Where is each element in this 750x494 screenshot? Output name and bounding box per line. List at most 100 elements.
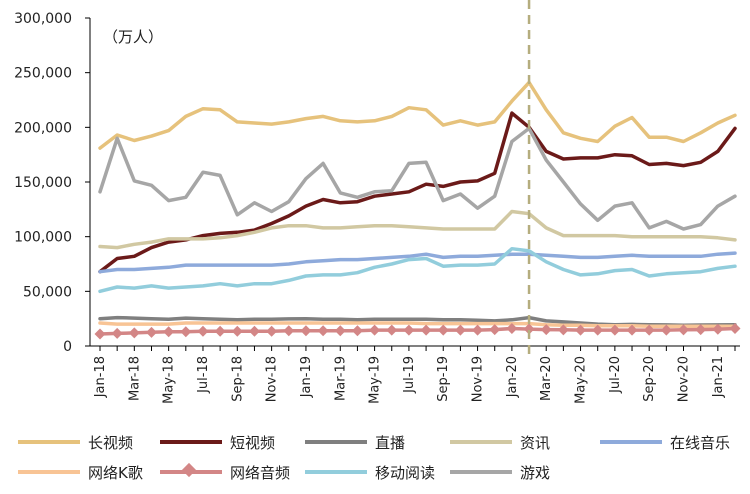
x-tick-label: Mar-19 bbox=[333, 356, 348, 401]
x-tick-label: Sep-20 bbox=[642, 356, 657, 402]
series-marker-6 bbox=[643, 324, 655, 336]
series-marker-6 bbox=[540, 324, 552, 336]
series-marker-6 bbox=[300, 325, 312, 337]
series-marker-6 bbox=[128, 327, 140, 339]
series-marker-6 bbox=[214, 325, 226, 337]
x-tick-label: Jul-18 bbox=[196, 356, 211, 394]
legend-label: 短视频 bbox=[230, 433, 276, 452]
series-line-1 bbox=[98, 111, 737, 274]
series-marker-6 bbox=[506, 323, 518, 335]
y-tick-label: 50,000 bbox=[23, 284, 72, 300]
series-marker-6 bbox=[575, 324, 587, 336]
legend-swatch bbox=[305, 431, 367, 453]
series-marker-6 bbox=[386, 324, 398, 336]
series-marker-6 bbox=[626, 324, 638, 336]
series-marker-6 bbox=[334, 325, 346, 337]
x-tick-label: Mar-18 bbox=[127, 356, 142, 401]
legend-item: 网络音频 bbox=[160, 461, 290, 483]
x-axis: Jan-18 Mar-18 May-18 Jul-18 Sep-18 Nov-18 Jan-… bbox=[90, 345, 740, 404]
series-marker-6 bbox=[266, 325, 278, 337]
legend-label: 长视频 bbox=[88, 433, 134, 452]
legend: 长视频 短视频 直播 资讯 在线音乐网络K歌 网络音频 移动阅读 游戏 bbox=[0, 425, 750, 491]
legend-swatch bbox=[160, 431, 222, 453]
series-marker-6 bbox=[351, 325, 363, 337]
y-tick-label: 150,000 bbox=[14, 175, 72, 191]
legend-label: 移动阅读 bbox=[375, 463, 436, 482]
legend-swatch bbox=[160, 461, 222, 483]
legend-swatch bbox=[450, 431, 512, 453]
series-marker-6 bbox=[660, 324, 672, 336]
x-tick-label: Jan-19 bbox=[299, 356, 314, 398]
y-axis: 0 50,000 100,000 150,000 200,000 250,000 300,0… bbox=[14, 11, 91, 355]
series-marker-6 bbox=[695, 324, 707, 336]
x-tick-label: May-18 bbox=[162, 356, 177, 404]
legend-item: 网络K歌 bbox=[18, 461, 143, 483]
x-tick-label: Jul-20 bbox=[608, 356, 623, 394]
series-marker-6 bbox=[523, 323, 535, 335]
legend-swatch bbox=[305, 461, 367, 483]
x-tick-label: Nov-18 bbox=[265, 356, 280, 402]
y-tick-label: 300,000 bbox=[14, 11, 72, 27]
series-marker-6 bbox=[454, 324, 466, 336]
series-marker-6 bbox=[369, 324, 381, 336]
x-tick-label: Jan-18 bbox=[93, 356, 108, 398]
series-marker-6 bbox=[712, 323, 724, 335]
x-tick-label: Sep-19 bbox=[436, 356, 451, 402]
series-marker-6 bbox=[729, 323, 741, 335]
series-line-6 bbox=[98, 326, 737, 336]
series-marker-6 bbox=[197, 325, 209, 337]
series-line-4 bbox=[98, 251, 737, 274]
legend-item: 游戏 bbox=[450, 461, 550, 483]
x-tick-label: May-19 bbox=[368, 356, 383, 404]
legend-swatch bbox=[18, 461, 80, 483]
series-marker-6 bbox=[231, 325, 243, 337]
series-marker-6 bbox=[420, 324, 432, 336]
series-line-8 bbox=[98, 126, 737, 231]
legend-item: 移动阅读 bbox=[305, 461, 435, 483]
legend-label: 在线音乐 bbox=[670, 433, 731, 452]
series-marker-6 bbox=[317, 325, 329, 337]
legend-item: 在线音乐 bbox=[600, 431, 730, 453]
y-tick-label: 200,000 bbox=[14, 120, 72, 136]
legend-label: 游戏 bbox=[520, 463, 551, 482]
series-line-0 bbox=[98, 80, 737, 150]
series-marker-6 bbox=[283, 325, 295, 337]
x-tick-label: Nov-19 bbox=[471, 356, 486, 402]
legend-item: 长视频 bbox=[18, 431, 133, 453]
series-marker-6 bbox=[163, 326, 175, 338]
legend-swatch bbox=[450, 461, 512, 483]
x-tick-label: May-20 bbox=[574, 356, 589, 404]
series-marker-6 bbox=[248, 325, 260, 337]
legend-item: 资讯 bbox=[450, 431, 550, 453]
series-marker-6 bbox=[111, 327, 123, 339]
legend-label: 资讯 bbox=[520, 433, 551, 452]
series-marker-6 bbox=[403, 324, 415, 336]
x-tick-label: Sep-18 bbox=[230, 356, 245, 402]
x-tick-label: Jan-21 bbox=[711, 356, 726, 398]
series-line-3 bbox=[98, 209, 737, 250]
legend-swatch bbox=[600, 431, 662, 453]
series-layer bbox=[94, 80, 741, 340]
y-tick-label: 250,000 bbox=[14, 66, 72, 82]
series-marker-6 bbox=[437, 324, 449, 336]
series-marker-6 bbox=[609, 324, 621, 336]
series-marker-6 bbox=[180, 326, 192, 338]
x-tick-label: Mar-20 bbox=[539, 356, 554, 401]
series-marker-6 bbox=[489, 324, 501, 336]
series-marker-6 bbox=[94, 328, 106, 340]
series-marker-6 bbox=[472, 324, 484, 336]
series-marker-6 bbox=[557, 324, 569, 336]
unit-label: （万人） bbox=[103, 28, 163, 46]
series-marker-6 bbox=[592, 324, 604, 336]
legend-label: 网络K歌 bbox=[88, 463, 143, 482]
legend-item: 短视频 bbox=[160, 431, 275, 453]
legend-swatch bbox=[18, 431, 80, 453]
series-line-7 bbox=[98, 246, 737, 294]
series-marker-6 bbox=[678, 324, 690, 336]
x-tick-label: Jul-19 bbox=[402, 356, 417, 394]
y-tick-label: 100,000 bbox=[14, 230, 72, 246]
series-line-5 bbox=[98, 321, 737, 329]
x-tick-label: Jan-20 bbox=[505, 356, 520, 398]
legend-item: 直播 bbox=[305, 431, 405, 453]
